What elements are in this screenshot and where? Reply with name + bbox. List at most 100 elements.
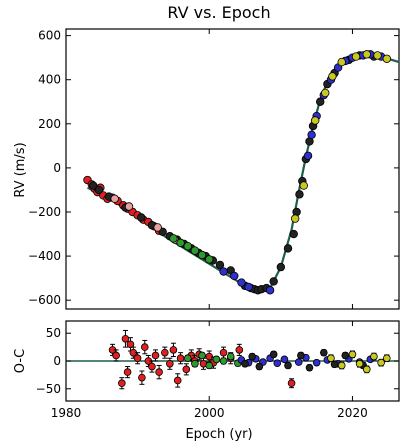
rv-data-point: [110, 194, 119, 203]
oc-data-point: [294, 358, 303, 366]
oc-data-point: [118, 379, 126, 388]
x-axis-label: Epoch (yr): [185, 427, 252, 442]
rv-data-point: [183, 241, 192, 251]
oc-data-point: [173, 376, 182, 385]
oc-data-point: [269, 350, 278, 359]
oc-points-layer: [108, 329, 391, 390]
oc-data-point: [248, 352, 256, 361]
rv-y-tick-label: −200: [28, 205, 61, 219]
rv-ticks-layer: −600 −400 −200 0 200 400 600: [28, 29, 399, 309]
rv-y-tick-label: 400: [38, 73, 61, 87]
oc-data-point: [191, 359, 199, 368]
oc-data-point: [255, 362, 264, 371]
rv-data-point: [299, 181, 308, 190]
rv-data-point: [169, 234, 178, 243]
rv-points-layer: [83, 50, 392, 295]
oc-data-point: [161, 348, 169, 357]
oc-data-point: [287, 379, 296, 388]
rv-data-point: [295, 190, 304, 199]
oc-data-point: [112, 351, 120, 360]
oc-data-point: [212, 355, 221, 364]
oc-data-point: [166, 359, 174, 368]
rv-y-tick-label: 600: [38, 29, 61, 43]
oc-data-point: [205, 352, 214, 361]
rv-data-point: [197, 250, 207, 260]
oc-x-tick-label: 2000: [194, 406, 225, 420]
oc-data-point: [327, 354, 335, 363]
rv-data-point: [219, 267, 228, 276]
oc-data-point: [235, 346, 244, 354]
rv-model-curve: [87, 53, 400, 292]
oc-data-point: [320, 348, 328, 357]
oc-y-tick-label: 0: [53, 354, 61, 368]
rv-data-point: [283, 244, 293, 253]
rv-data-point: [337, 57, 346, 67]
oc-y-axis-label: O-C: [13, 349, 28, 373]
rv-data-point: [373, 51, 382, 60]
rv-data-point: [94, 185, 104, 195]
oc-data-point: [355, 359, 364, 368]
oc-ticks-layer: 1980 2000 2020 −50 0 50: [36, 321, 399, 420]
oc-data-point: [219, 348, 228, 357]
oc-data-point: [205, 361, 214, 370]
oc-data-point: [297, 351, 305, 360]
rv-y-tick-label: 200: [38, 117, 61, 131]
oc-y-tick-label: 50: [46, 326, 61, 340]
oc-data-point: [370, 352, 378, 361]
oc-data-point: [138, 373, 146, 382]
oc-data-point: [226, 352, 235, 361]
oc-data-point: [273, 359, 282, 368]
oc-data-point: [140, 343, 149, 351]
rv-y-tick-label: −600: [28, 293, 61, 307]
oc-x-tick-label: 2020: [337, 406, 368, 420]
rv-data-point: [244, 282, 253, 292]
oc-data-point: [341, 351, 350, 360]
rv-data-point: [237, 278, 246, 287]
chart-title: RV vs. Epoch: [167, 3, 270, 22]
oc-data-point: [330, 360, 339, 369]
rv-data-point: [311, 116, 320, 125]
rv-panel-frame: [65, 28, 400, 310]
rv-data-point: [321, 88, 330, 98]
rv-data-point: [136, 213, 146, 222]
oc-y-tick-label: −50: [36, 382, 61, 396]
rv-data-point: [303, 151, 313, 160]
oc-data-point: [183, 354, 192, 363]
rv-y-axis-label: RV (m/s): [13, 142, 28, 197]
rv-data-point: [382, 54, 392, 63]
oc-data-point: [280, 355, 289, 364]
rv-data-point: [190, 246, 200, 255]
oc-data-point: [126, 340, 135, 349]
rv-data-point: [289, 229, 298, 239]
oc-data-point: [305, 363, 314, 372]
oc-data-point: [176, 354, 185, 363]
rv-data-point: [307, 130, 316, 140]
rv-data-point: [89, 181, 98, 190]
rv-data-point: [176, 238, 185, 248]
oc-data-point: [198, 351, 206, 360]
rv-data-point: [215, 260, 225, 270]
oc-x-tick-label: 1980: [51, 406, 82, 420]
oc-data-point: [383, 354, 391, 363]
oc-data-point: [182, 365, 191, 374]
oc-data-point: [284, 361, 292, 370]
oc-data-point: [155, 368, 163, 376]
rv-y-tick-label: −400: [28, 249, 61, 263]
oc-data-point: [362, 365, 371, 374]
rv-data-point: [153, 223, 162, 232]
rv-model-curve-layer: [87, 53, 400, 292]
oc-data-point: [377, 358, 385, 367]
oc-data-point: [348, 350, 357, 359]
rv-data-point: [124, 202, 134, 211]
oc-data-point: [219, 357, 228, 365]
oc-data-point: [312, 358, 321, 367]
rv-data-point: [230, 271, 239, 281]
rv-data-point: [265, 286, 275, 295]
rv-data-point: [328, 72, 337, 81]
rv-data-point: [205, 255, 214, 264]
rv-data-point: [269, 277, 278, 286]
rv-y-tick-label: 0: [53, 161, 61, 175]
rv-panel: −600 −400 −200 0 200 400 600: [28, 28, 400, 310]
rv-data-point: [290, 214, 300, 223]
